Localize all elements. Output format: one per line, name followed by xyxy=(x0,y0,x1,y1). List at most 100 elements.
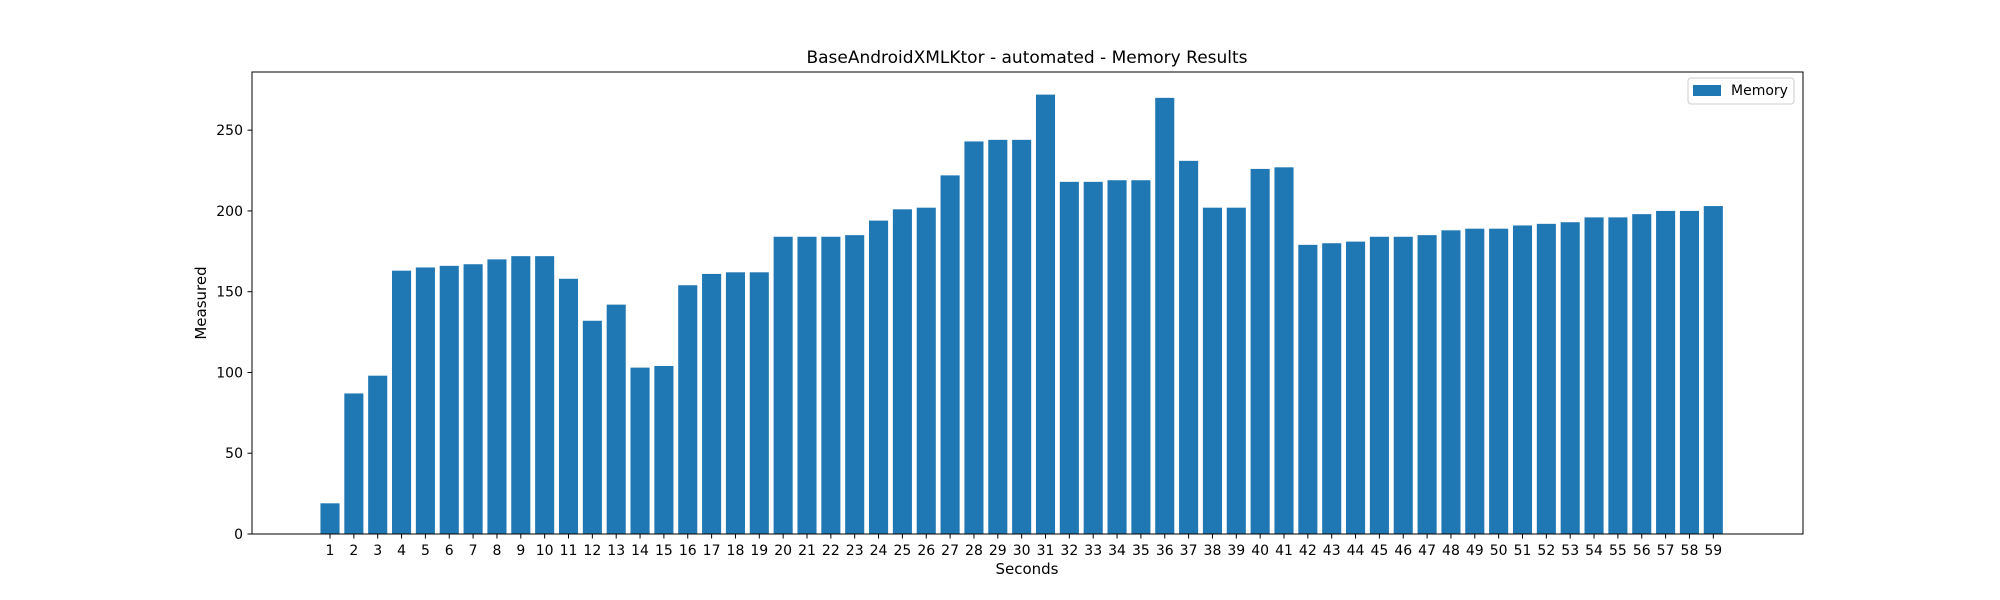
y-tick-label: 150 xyxy=(216,285,243,301)
bar-23 xyxy=(845,235,865,534)
bar-58 xyxy=(1679,210,1699,535)
x-tick-label: 52 xyxy=(1537,543,1555,559)
bar-53 xyxy=(1560,222,1580,535)
x-tick-label: 33 xyxy=(1084,543,1102,559)
x-axis-ticks: 1 2 3 4 5 6 7 8 9 10 11 12 13 14 15 16 17 18 19 20 21 22 23 24 2… xyxy=(326,534,1722,559)
y-tick-label: 50 xyxy=(225,446,243,462)
x-tick-label: 13 xyxy=(607,543,625,559)
bar-55 xyxy=(1608,217,1628,534)
x-tick-label: 57 xyxy=(1657,543,1675,559)
x-tick-label: 11 xyxy=(560,543,578,559)
bar-39 xyxy=(1226,207,1246,534)
x-tick-label: 23 xyxy=(846,543,864,559)
y-axis-label: Measured xyxy=(192,266,210,339)
x-tick-label: 48 xyxy=(1442,543,1460,559)
x-tick-label: 32 xyxy=(1060,543,1078,559)
x-tick-label: 51 xyxy=(1514,543,1532,559)
bar-37 xyxy=(1179,160,1199,534)
x-tick-label: 50 xyxy=(1490,543,1508,559)
chart-title: BaseAndroidXMLKtor - automated - Memory … xyxy=(806,48,1247,68)
x-tick-label: 39 xyxy=(1227,543,1245,559)
bar-35 xyxy=(1131,180,1151,535)
x-tick-label: 58 xyxy=(1681,543,1699,559)
bar-33 xyxy=(1083,181,1103,534)
bar-31 xyxy=(1035,94,1056,535)
bar-42 xyxy=(1298,244,1318,534)
x-tick-label: 27 xyxy=(941,543,959,559)
x-tick-label: 1 xyxy=(326,543,335,559)
x-tick-label: 30 xyxy=(1013,543,1031,559)
x-tick-label: 35 xyxy=(1132,543,1150,559)
x-tick-label: 19 xyxy=(750,543,768,559)
legend: Memory xyxy=(1687,77,1795,105)
x-tick-label: 43 xyxy=(1323,543,1341,559)
x-tick-label: 15 xyxy=(655,543,673,559)
bar-57 xyxy=(1656,210,1676,535)
bar-12 xyxy=(582,320,602,534)
bar-13 xyxy=(606,304,626,534)
x-tick-label: 44 xyxy=(1347,543,1365,559)
x-tick-label: 29 xyxy=(989,543,1007,559)
x-axis-label: Seconds xyxy=(995,560,1058,578)
x-tick-label: 41 xyxy=(1275,543,1293,559)
x-tick-label: 26 xyxy=(917,543,935,559)
bar-7 xyxy=(463,264,483,534)
bar-51 xyxy=(1512,225,1533,534)
x-tick-label: 9 xyxy=(516,543,525,559)
x-tick-label: 45 xyxy=(1370,543,1388,559)
x-tick-label: 40 xyxy=(1251,543,1269,559)
x-tick-label: 18 xyxy=(727,543,745,559)
legend-label-memory: Memory xyxy=(1731,83,1788,99)
bar-4 xyxy=(392,270,412,534)
bar-17 xyxy=(702,273,722,534)
x-tick-label: 2 xyxy=(349,543,358,559)
x-tick-label: 6 xyxy=(445,543,454,559)
bar-50 xyxy=(1489,228,1509,534)
bar-19 xyxy=(749,272,769,534)
bar-2 xyxy=(344,393,364,534)
x-tick-label: 20 xyxy=(774,543,792,559)
bar-56 xyxy=(1632,214,1652,534)
bar-28 xyxy=(964,141,984,534)
bar-5 xyxy=(415,267,435,534)
x-tick-label: 10 xyxy=(536,543,554,559)
bar-34 xyxy=(1107,180,1127,535)
bar-38 xyxy=(1202,207,1222,534)
y-axis-ticks: 0 50 100 150 200 250 xyxy=(216,123,252,543)
x-tick-label: 56 xyxy=(1633,543,1651,559)
x-tick-label: 17 xyxy=(703,543,721,559)
x-tick-label: 4 xyxy=(397,543,406,559)
bar-54 xyxy=(1584,217,1604,534)
bar-36 xyxy=(1155,97,1175,534)
bar-29 xyxy=(988,139,1008,534)
x-tick-label: 5 xyxy=(421,543,430,559)
bar-49 xyxy=(1465,228,1485,534)
x-tick-label: 22 xyxy=(822,543,840,559)
bar-32 xyxy=(1059,181,1079,534)
bar-18 xyxy=(725,272,745,534)
x-tick-label: 59 xyxy=(1704,543,1722,559)
x-tick-label: 12 xyxy=(583,543,601,559)
x-tick-label: 7 xyxy=(469,543,478,559)
bar-20 xyxy=(773,236,793,534)
x-tick-label: 21 xyxy=(798,543,816,559)
bar-41 xyxy=(1274,167,1294,534)
y-tick-label: 100 xyxy=(216,365,243,381)
y-tick-label: 0 xyxy=(234,527,243,543)
x-tick-label: 14 xyxy=(631,543,649,559)
x-tick-label: 47 xyxy=(1418,543,1436,559)
legend-frame xyxy=(1687,77,1795,105)
bar-11 xyxy=(558,278,579,534)
bar-14 xyxy=(630,367,650,534)
bar-22 xyxy=(821,236,841,534)
bar-25 xyxy=(892,209,912,534)
bar-52 xyxy=(1536,223,1556,534)
bar-48 xyxy=(1441,230,1461,534)
bar-46 xyxy=(1393,236,1413,534)
x-tick-label: 42 xyxy=(1299,543,1317,559)
x-tick-label: 54 xyxy=(1585,543,1603,559)
bar-10 xyxy=(535,256,555,534)
bar-40 xyxy=(1250,168,1270,535)
x-tick-label: 55 xyxy=(1609,543,1627,559)
